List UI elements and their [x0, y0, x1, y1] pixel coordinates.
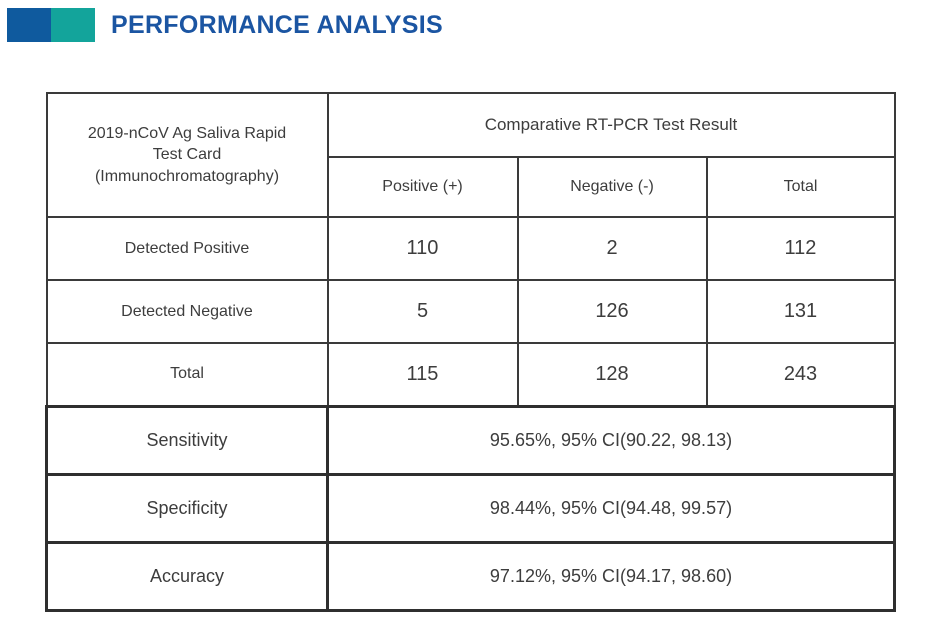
table-group-header-row: 2019-nCoV Ag Saliva Rapid Test Card (Imm… [45, 92, 896, 218]
summary-value: 97.12%, 95% CI(94.17, 98.60) [326, 540, 896, 612]
column-header-total: Total [705, 156, 896, 218]
cell-value: 243 [705, 342, 896, 407]
table-row-detected-negative: Detected Negative 5 126 131 [45, 279, 896, 344]
cell-value: 131 [705, 279, 896, 344]
accent-square-blue [7, 8, 51, 42]
row-label: Total [45, 342, 329, 407]
table-row-sensitivity: Sensitivity 95.65%, 95% CI(90.22, 98.13) [45, 404, 896, 476]
cell-value: 5 [326, 279, 519, 344]
row-label: Detected Negative [45, 279, 329, 344]
table-row-detected-positive: Detected Positive 110 2 112 [45, 216, 896, 281]
summary-label: Sensitivity [45, 404, 329, 476]
brand-accent-squares [7, 8, 95, 42]
corner-header-cell: 2019-nCoV Ag Saliva Rapid Test Card (Imm… [45, 92, 329, 218]
table-row-total: Total 115 128 243 [45, 342, 896, 407]
cell-value: 2 [516, 216, 708, 281]
cell-value: 128 [516, 342, 708, 407]
row-label: Detected Positive [45, 216, 329, 281]
summary-label: Specificity [45, 472, 329, 544]
summary-value: 95.65%, 95% CI(90.22, 98.13) [326, 404, 896, 476]
cell-value: 115 [326, 342, 519, 407]
table-row-specificity: Specificity 98.44%, 95% CI(94.48, 99.57) [45, 472, 896, 544]
column-header-negative: Negative (-) [516, 156, 708, 218]
cell-value: 126 [516, 279, 708, 344]
page-title: PERFORMANCE ANALYSIS [111, 10, 443, 39]
cell-value: 112 [705, 216, 896, 281]
group-header-cell: Comparative RT-PCR Test Result [326, 92, 896, 158]
corner-header-label: 2019-nCoV Ag Saliva Rapid Test Card (Imm… [87, 124, 287, 185]
column-header-positive: Positive (+) [326, 156, 519, 218]
performance-analysis-table: 2019-nCoV Ag Saliva Rapid Test Card (Imm… [45, 92, 896, 612]
accent-square-teal [51, 8, 95, 42]
cell-value: 110 [326, 216, 519, 281]
table-row-accuracy: Accuracy 97.12%, 95% CI(94.17, 98.60) [45, 540, 896, 612]
page-header: PERFORMANCE ANALYSIS [7, 8, 443, 42]
summary-value: 98.44%, 95% CI(94.48, 99.57) [326, 472, 896, 544]
table-column-headers-row: Positive (+) Negative (-) Total [47, 156, 896, 218]
summary-label: Accuracy [45, 540, 329, 612]
